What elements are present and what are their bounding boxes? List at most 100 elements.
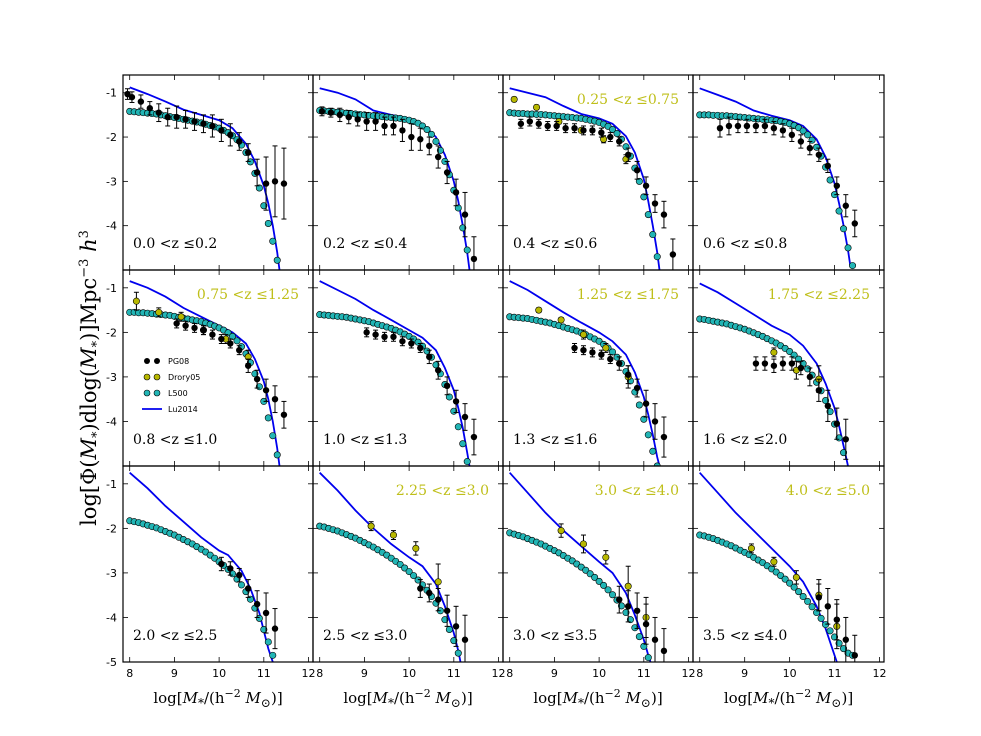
x-tick-label: 11 (447, 667, 461, 680)
l500-point (450, 637, 458, 645)
panel: -1 -2 -3 -4 -5 2.0 <z ≤2.5 8 9 10 11 12 log[M*/(h−2… (106, 465, 316, 710)
l500-point (264, 219, 272, 227)
pg08-point (633, 607, 641, 614)
pg08-point (770, 124, 778, 132)
x-tick-label: 9 (741, 667, 748, 680)
pg08-point (363, 329, 370, 336)
pg08-point (443, 382, 451, 390)
pg08-point (660, 433, 668, 441)
l500-point (264, 414, 272, 422)
l500-point (255, 614, 263, 622)
pg08-point (761, 360, 769, 367)
pg08-point (761, 122, 769, 130)
pg08-point (173, 113, 180, 121)
panel: 1.3 <z ≤1.6 1.25 <z ≤1.75 (502, 269, 694, 467)
drory05-point (770, 348, 778, 356)
drory05-point (747, 544, 755, 552)
pg08-point (517, 120, 525, 127)
x-tick-label: 11 (828, 667, 842, 680)
l500-point (427, 130, 435, 138)
drory05-point (579, 331, 587, 339)
l500-point (781, 575, 789, 583)
l500-point (454, 649, 462, 657)
pg08-point (417, 136, 424, 143)
pg08-point (173, 320, 180, 327)
drory05-point (389, 531, 397, 539)
pg08-point (262, 387, 270, 394)
pg08-point (227, 131, 234, 139)
y-tick-label: -3 (106, 371, 117, 384)
l500-point (849, 262, 857, 270)
pg08-point (390, 333, 397, 341)
l500-point (441, 616, 449, 624)
z-range-label-observed: 4.0 <z ≤5.0 (786, 483, 870, 499)
pg08-point (434, 596, 442, 603)
legend-point-marker (153, 373, 161, 381)
legend-item: PG08 (144, 357, 189, 366)
pg08-point (851, 220, 858, 227)
pg08-point (624, 371, 632, 378)
pg08-point (191, 324, 198, 332)
drory05-point (177, 313, 185, 321)
pg08-point (280, 180, 288, 187)
drory05-point (557, 316, 565, 324)
x-tick-label: 8 (126, 667, 133, 680)
z-range-label: 3.5 <z ≤4.0 (703, 628, 787, 644)
l500-point (622, 609, 630, 617)
drory05-point (600, 135, 608, 143)
pg08-point (815, 594, 823, 601)
pg08-point (788, 360, 796, 367)
legend-label: PG08 (168, 357, 189, 366)
plot-area (506, 472, 668, 662)
pg08-point (624, 151, 632, 158)
x-tick-label: 10 (592, 667, 606, 680)
plot-area (696, 472, 858, 662)
pg08-point (426, 353, 433, 361)
l500-point (463, 246, 471, 254)
pg08-point (399, 127, 406, 134)
l500-point (613, 130, 621, 138)
l500-point (795, 588, 803, 596)
lu2014-line (509, 87, 661, 270)
legend-point-marker (143, 389, 151, 397)
pg08-point (842, 202, 849, 209)
pg08-point (452, 623, 460, 630)
l500-point (617, 602, 625, 610)
pg08-point (660, 211, 668, 218)
legend-item: Lu2014 (142, 405, 198, 414)
plot-area (696, 282, 849, 466)
drory05-point (510, 95, 518, 103)
pg08-point (218, 560, 225, 568)
x-tick-label: 12 (873, 667, 887, 680)
l500-point (264, 638, 272, 646)
pg08-point (633, 167, 641, 174)
pg08-point (470, 433, 478, 441)
l500-point (653, 253, 661, 261)
panel: 1.0 <z ≤1.3 (312, 269, 504, 467)
pg08-point (642, 182, 650, 189)
l500-point (591, 573, 599, 581)
pg08-point (236, 138, 243, 145)
x-tick-label: 9 (361, 667, 368, 680)
pg08-point (200, 120, 207, 127)
x-tick-label: 12 (492, 667, 506, 680)
y-tick-label: -4 (106, 220, 117, 233)
l500-point (432, 137, 440, 145)
plot-area (506, 87, 677, 270)
pg08-point (616, 596, 623, 603)
l500-point (844, 244, 852, 252)
x-tick-label: 11 (637, 667, 651, 680)
z-range-label: 1.6 <z ≤2.0 (703, 432, 787, 448)
pg08-point (571, 124, 578, 132)
pg08-point (770, 362, 778, 369)
plot-area (696, 87, 858, 270)
pg08-point (716, 124, 724, 132)
pg08-point (244, 585, 252, 592)
pg08-point (598, 351, 605, 358)
pg08-point (806, 144, 814, 152)
pg08-point (227, 565, 234, 572)
pg08-point (146, 105, 154, 112)
panel: 3.0 <z ≤3.5 3.0 <z ≤4.0 8 9 10 11 12 log[M*/(h−… (502, 465, 696, 710)
pg08-point (452, 398, 460, 405)
l500-point (260, 202, 268, 210)
